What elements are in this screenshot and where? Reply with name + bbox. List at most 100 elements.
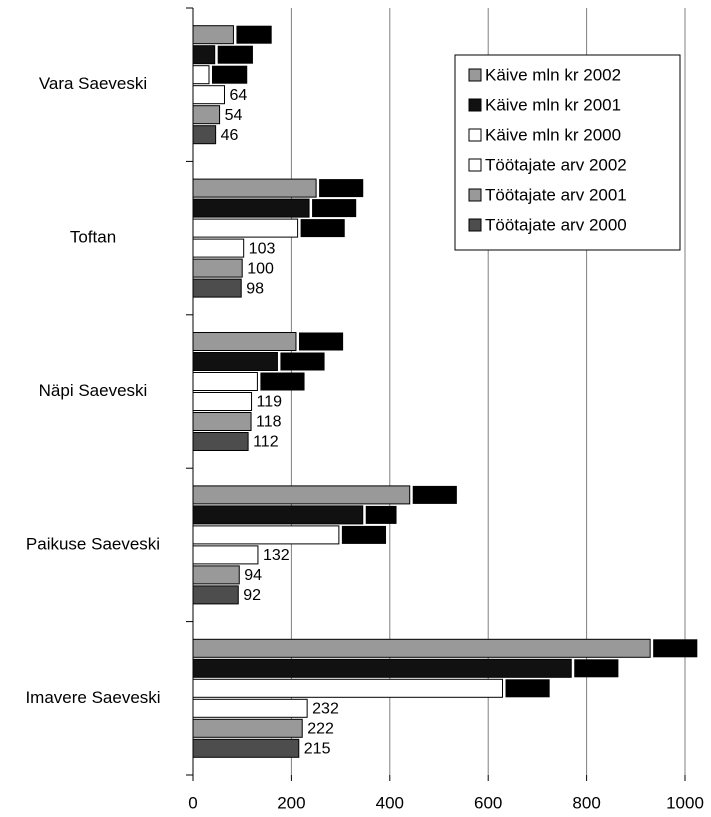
x-tick-label: 400 — [376, 793, 404, 812]
x-tick-label: 0 — [188, 793, 197, 812]
value-label-box — [412, 485, 457, 504]
legend-swatch — [468, 98, 482, 112]
x-tick-label: 200 — [277, 793, 305, 812]
value-label: 112 — [253, 434, 279, 451]
value-label: 98 — [246, 280, 264, 297]
x-tick-label: 1000 — [666, 793, 704, 812]
legend-label: Käive mln kr 2002 — [485, 65, 621, 84]
legend-swatch — [468, 218, 482, 232]
y-tick-label: Vara Saeveski — [39, 74, 147, 93]
value-label: 46 — [221, 127, 239, 144]
legend-swatch — [468, 68, 482, 82]
value-label-box — [260, 372, 305, 391]
value-label: 119 — [257, 394, 283, 411]
value-label: 250,2 — [321, 180, 361, 197]
value-label-box — [217, 45, 253, 64]
value-label-box — [312, 199, 357, 218]
value-label: 212,6 — [303, 220, 343, 237]
value-label: 215 — [304, 741, 331, 758]
bar — [192, 198, 310, 218]
bar — [192, 525, 340, 545]
value-label-box — [280, 352, 325, 371]
value-label: 92 — [243, 587, 261, 604]
value-label: 629,1 — [508, 681, 548, 698]
bar — [192, 352, 278, 371]
value-label: 296,5 — [344, 527, 384, 544]
value-label-box — [300, 219, 345, 238]
bar — [192, 718, 303, 738]
bar — [192, 392, 253, 411]
value-label: 929,2 — [655, 641, 695, 658]
bar — [192, 698, 308, 718]
bar — [192, 678, 504, 698]
y-tick-label: Toftan — [70, 228, 116, 247]
value-label: 32,5 — [214, 67, 245, 84]
y-tick-label: Näpi Saeveski — [39, 381, 148, 400]
value-label: 100 — [247, 260, 274, 277]
legend-label: Töötajate arv 2001 — [485, 185, 627, 204]
bar — [192, 485, 411, 505]
bar — [192, 278, 242, 298]
bar — [192, 658, 572, 678]
legend-label: Käive mln kr 2000 — [485, 125, 621, 144]
value-label-box — [236, 25, 272, 44]
value-label: 130,9 — [262, 374, 302, 391]
legend-swatch — [468, 158, 482, 172]
bar — [192, 218, 299, 238]
bar — [192, 258, 243, 278]
x-tick-label: 600 — [474, 793, 502, 812]
legend-label: Käive mln kr 2001 — [485, 95, 621, 114]
value-label: 103 — [249, 240, 276, 257]
bar — [192, 585, 239, 605]
legend-box — [454, 54, 681, 251]
value-label-box — [574, 659, 619, 678]
bar — [192, 638, 651, 658]
value-label-box — [505, 679, 550, 698]
bar — [192, 85, 225, 105]
value-label-box — [298, 332, 344, 351]
value-label: 54 — [225, 107, 243, 124]
legend-label: Töötajate arv 2000 — [485, 215, 627, 234]
value-label: 82,2 — [238, 27, 269, 44]
bar — [192, 65, 210, 85]
value-label-box — [211, 65, 248, 84]
bar — [192, 432, 249, 451]
bar — [192, 372, 258, 391]
bar — [192, 332, 297, 351]
bar — [192, 125, 217, 145]
bar — [192, 565, 240, 585]
legend-label: Töötajate arv 2002 — [485, 155, 627, 174]
bar — [192, 238, 245, 258]
value-label: 222 — [307, 721, 334, 738]
value-label: 118 — [256, 414, 282, 431]
value-label-box — [365, 505, 397, 524]
bar — [192, 25, 234, 45]
value-label: 235,9 — [314, 200, 354, 217]
value-label: 345 — [368, 507, 395, 524]
bar — [192, 178, 317, 198]
bar — [192, 738, 300, 758]
value-label-box — [341, 525, 387, 544]
value-label: 64 — [229, 87, 247, 104]
legend-swatch — [468, 188, 482, 202]
value-label: 132 — [263, 547, 290, 564]
y-tick-label: Imavere Saeveski — [25, 688, 160, 707]
x-tick-label: 800 — [572, 793, 600, 812]
value-label: 209,3 — [301, 334, 341, 351]
bar — [192, 105, 221, 125]
bar — [192, 45, 216, 65]
value-label: 44,1 — [220, 47, 251, 64]
value-label-box — [319, 179, 364, 198]
value-label: 171,6 — [282, 354, 322, 371]
bar — [192, 545, 259, 565]
value-label-box — [653, 639, 698, 658]
value-label: 768,8 — [576, 661, 616, 678]
value-label: 94 — [244, 567, 262, 584]
bar — [192, 412, 252, 431]
value-label: 440,5 — [415, 487, 455, 504]
legend-swatch — [468, 128, 482, 142]
value-label: 232 — [312, 701, 339, 718]
y-tick-label: Paikuse Saeveski — [26, 534, 160, 553]
bar — [192, 505, 364, 525]
